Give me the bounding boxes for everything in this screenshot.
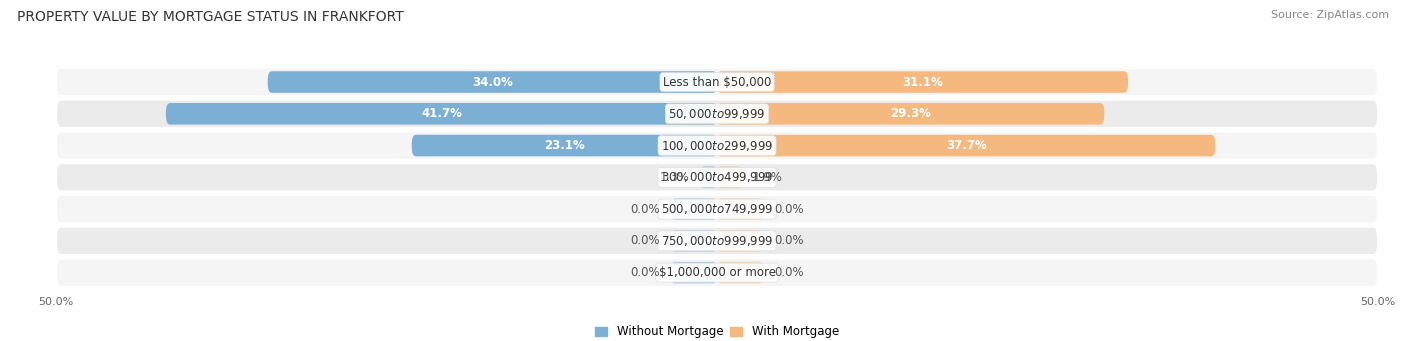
FancyBboxPatch shape xyxy=(56,100,1378,128)
Text: $1,000,000 or more: $1,000,000 or more xyxy=(658,266,776,279)
Text: 0.0%: 0.0% xyxy=(773,203,803,216)
FancyBboxPatch shape xyxy=(56,68,1378,96)
Text: 0.0%: 0.0% xyxy=(631,234,661,247)
Text: 0.0%: 0.0% xyxy=(773,234,803,247)
FancyBboxPatch shape xyxy=(671,230,717,252)
FancyBboxPatch shape xyxy=(56,132,1378,160)
FancyBboxPatch shape xyxy=(717,230,763,252)
Text: $750,000 to $999,999: $750,000 to $999,999 xyxy=(661,234,773,248)
Text: 34.0%: 34.0% xyxy=(472,75,513,89)
Text: PROPERTY VALUE BY MORTGAGE STATUS IN FRANKFORT: PROPERTY VALUE BY MORTGAGE STATUS IN FRA… xyxy=(17,10,404,24)
Text: 1.9%: 1.9% xyxy=(752,171,783,184)
FancyBboxPatch shape xyxy=(717,198,763,220)
Text: 41.7%: 41.7% xyxy=(420,107,463,120)
FancyBboxPatch shape xyxy=(717,103,1104,124)
Text: 0.0%: 0.0% xyxy=(773,266,803,279)
Text: 0.0%: 0.0% xyxy=(631,203,661,216)
Text: Source: ZipAtlas.com: Source: ZipAtlas.com xyxy=(1271,10,1389,20)
FancyBboxPatch shape xyxy=(717,135,1215,157)
FancyBboxPatch shape xyxy=(717,262,763,283)
FancyBboxPatch shape xyxy=(412,135,717,157)
FancyBboxPatch shape xyxy=(671,198,717,220)
FancyBboxPatch shape xyxy=(671,262,717,283)
Text: 31.1%: 31.1% xyxy=(903,75,943,89)
Text: 0.0%: 0.0% xyxy=(631,266,661,279)
Text: $500,000 to $749,999: $500,000 to $749,999 xyxy=(661,202,773,216)
FancyBboxPatch shape xyxy=(717,166,742,188)
FancyBboxPatch shape xyxy=(56,163,1378,191)
Text: $50,000 to $99,999: $50,000 to $99,999 xyxy=(668,107,766,121)
Text: 29.3%: 29.3% xyxy=(890,107,931,120)
Legend: Without Mortgage, With Mortgage: Without Mortgage, With Mortgage xyxy=(595,325,839,338)
Text: 37.7%: 37.7% xyxy=(946,139,987,152)
Text: 23.1%: 23.1% xyxy=(544,139,585,152)
Text: $100,000 to $299,999: $100,000 to $299,999 xyxy=(661,138,773,152)
FancyBboxPatch shape xyxy=(267,71,717,93)
FancyBboxPatch shape xyxy=(700,166,717,188)
FancyBboxPatch shape xyxy=(717,71,1128,93)
Text: $300,000 to $499,999: $300,000 to $499,999 xyxy=(661,170,773,184)
FancyBboxPatch shape xyxy=(166,103,717,124)
FancyBboxPatch shape xyxy=(56,195,1378,223)
FancyBboxPatch shape xyxy=(56,227,1378,255)
Text: 1.3%: 1.3% xyxy=(659,171,689,184)
Text: Less than $50,000: Less than $50,000 xyxy=(662,75,772,89)
FancyBboxPatch shape xyxy=(56,258,1378,286)
